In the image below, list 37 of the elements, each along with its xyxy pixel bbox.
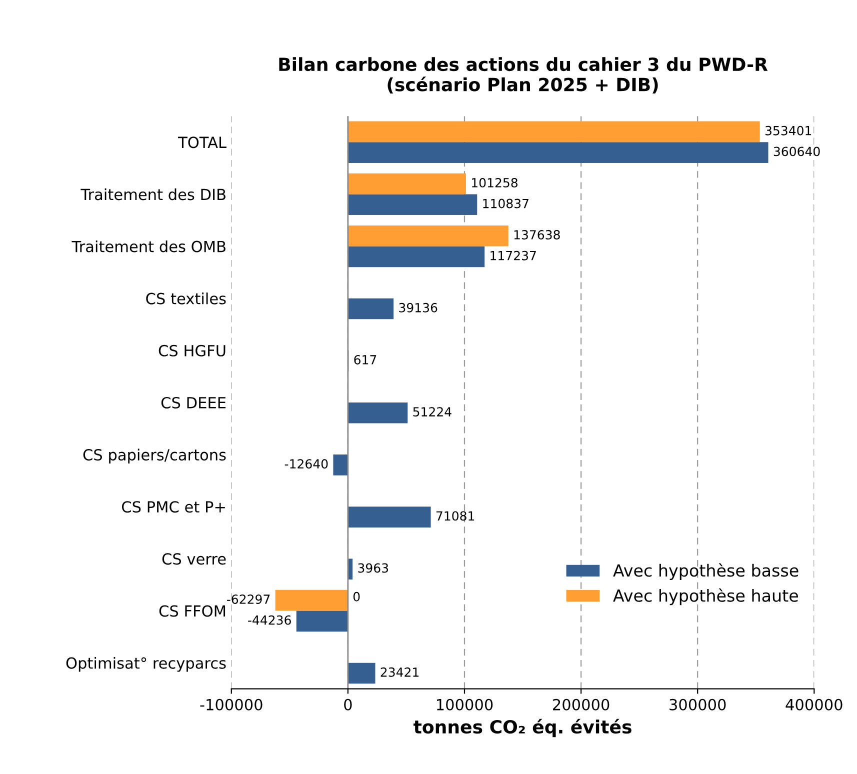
legend-label: Avec hypothèse basse (613, 563, 798, 580)
data-label: 101258 (472, 178, 518, 188)
y-tick-label: CS FFOM (159, 605, 226, 617)
data-label: 71081 (436, 511, 474, 521)
y-tick-label: Traitement des OMB (72, 240, 226, 252)
data-label: -12640 (284, 459, 328, 469)
data-label: 23421 (380, 667, 419, 677)
x-tick-label: 400000 (786, 698, 842, 710)
x-tick-label: 0 (344, 698, 352, 710)
y-tick-label: Optimisat° recyparcs (66, 657, 226, 672)
y-tick-label: CS DEEE (161, 396, 226, 408)
data-label: 617 (354, 354, 376, 364)
data-label: -44236 (248, 615, 291, 625)
data-label: 110837 (483, 198, 528, 208)
data-label: -62297 (227, 594, 270, 604)
annotation: 0 (353, 592, 360, 602)
x-tick-label: 100000 (437, 698, 493, 710)
data-label: 137638 (514, 230, 560, 240)
data-label: 117237 (490, 250, 536, 260)
data-label: 51224 (413, 407, 452, 417)
y-tick-label: CS HGFU (158, 344, 226, 356)
y-tick-label: CS textiles (146, 292, 226, 304)
legend-label: Avec hypothèse haute (613, 588, 798, 606)
y-tick-label: TOTAL (178, 136, 226, 148)
y-tick-label: CS verre (162, 553, 226, 565)
data-label: 39136 (399, 302, 438, 312)
data-label: 3963 (358, 563, 388, 573)
data-label: 360640 (774, 146, 820, 156)
y-tick-label: Traitement des DIB (80, 188, 226, 200)
chart-title: Bilan carbone des actions du cahier 3 du PWD-R (scénario Plan 2025 + DIB) (279, 57, 768, 94)
x-axis-title: tonnes CO₂ éq. évités (414, 718, 632, 738)
x-tick-label: 200000 (553, 698, 610, 710)
x-tick-label: 300000 (670, 698, 726, 710)
x-tick-label: -100000 (200, 698, 262, 710)
y-tick-label: CS PMC et P+ (122, 501, 225, 513)
data-label: 353401 (765, 126, 812, 136)
y-tick-label: CS papiers/cartons (83, 448, 226, 464)
